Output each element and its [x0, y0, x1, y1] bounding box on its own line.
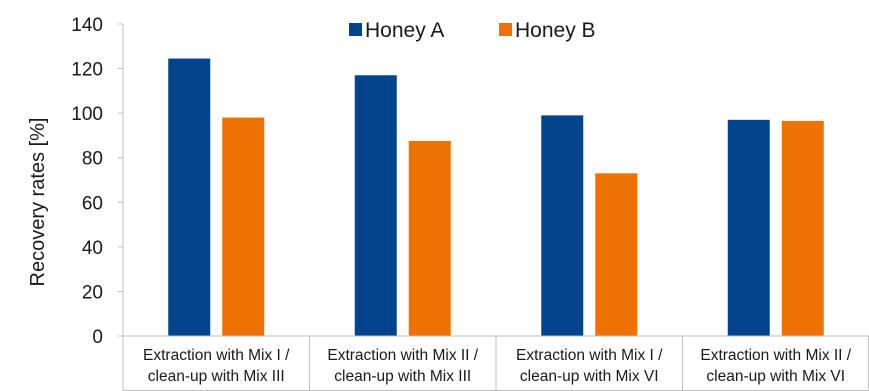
y-tick-label: 80	[82, 149, 103, 170]
x-tick-label: Extraction with Mix I /	[516, 347, 663, 364]
x-tick-label: clean-up with Mix VI	[520, 368, 659, 385]
x-tick-label: Extraction with Mix II /	[700, 347, 851, 364]
bar-honey-a	[168, 58, 211, 337]
legend-label: Honey B	[515, 19, 596, 42]
y-axis-label: Recovery rates [%]	[27, 118, 49, 287]
legend-swatch	[349, 23, 362, 36]
bar-honey-b	[781, 120, 824, 336]
y-tick-label: 120	[71, 60, 103, 81]
legend: Honey A Honey B	[349, 19, 596, 42]
bar-honey-a	[727, 119, 770, 336]
legend-swatch	[499, 23, 512, 36]
x-tick-label: clean-up with Mix III	[334, 368, 471, 385]
x-tick-label: Extraction with Mix I /	[143, 347, 290, 364]
x-axis: Extraction with Mix I / clean-up with Mix…	[122, 335, 869, 391]
bar-honey-a	[354, 75, 397, 336]
y-tick-label: 40	[82, 238, 103, 259]
x-tick-label: Extraction with Mix II /	[327, 347, 478, 364]
bar-honey-b	[595, 173, 638, 336]
bar-honey-b	[222, 117, 265, 336]
y-tick-label: 100	[71, 104, 103, 125]
y-tick-label: 20	[82, 282, 103, 303]
y-tick-label: 140	[71, 15, 103, 36]
legend-label: Honey A	[365, 19, 444, 42]
x-tick-label: clean-up with Mix III	[148, 368, 285, 385]
bar-honey-a	[541, 115, 584, 336]
bar-honey-b	[408, 141, 451, 336]
x-tick-label: clean-up with Mix VI	[706, 368, 845, 385]
bars	[168, 58, 824, 337]
y-axis: 0 20 40 60 80 100 120 140	[71, 15, 124, 348]
y-tick-label: 60	[82, 193, 103, 214]
y-tick-label: 0	[92, 327, 103, 348]
